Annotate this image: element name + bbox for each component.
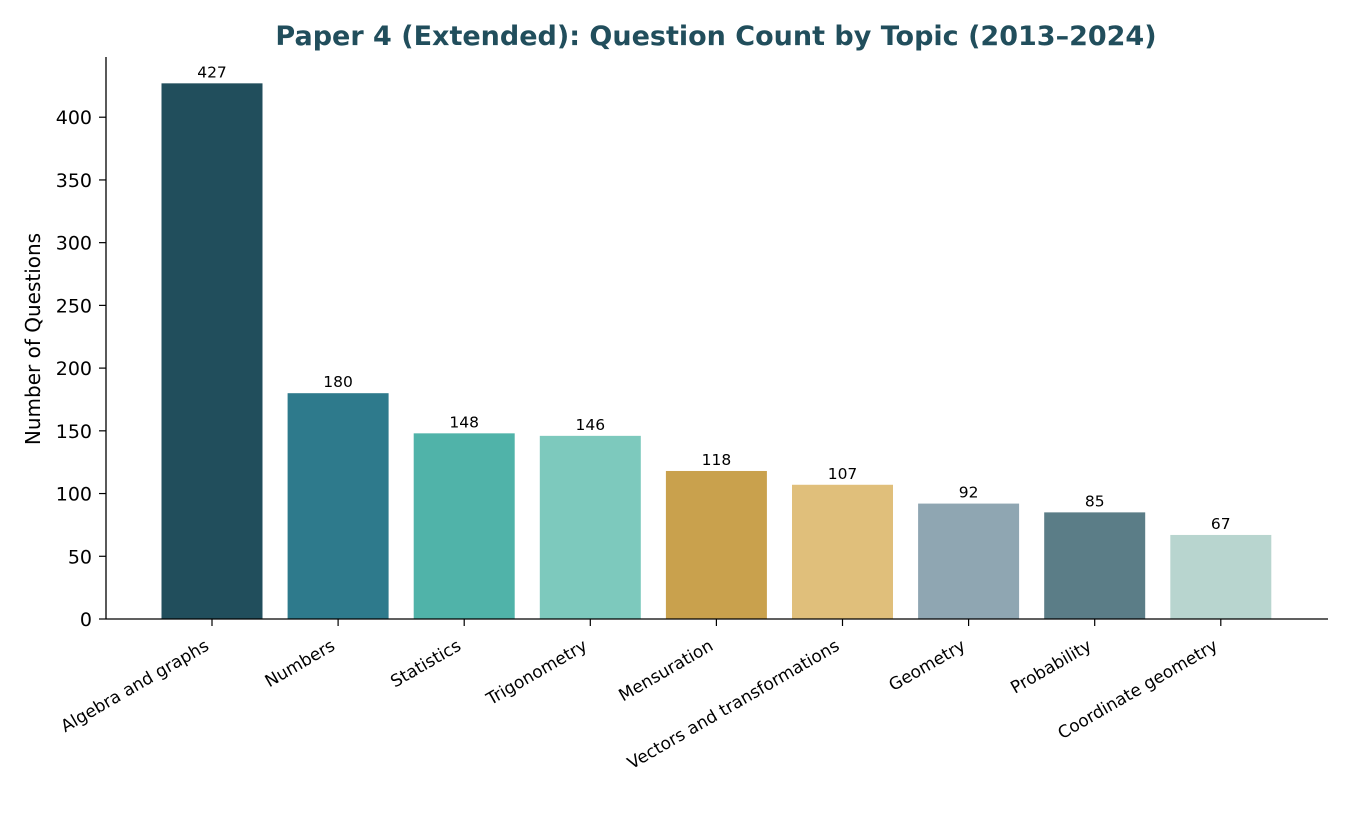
y-tick-label: 100 — [56, 484, 92, 506]
y-tick-label: 200 — [56, 358, 92, 380]
bar-value-label: 92 — [959, 484, 979, 502]
y-tick-label: 150 — [56, 421, 92, 443]
x-tick-label: Algebra and graphs — [58, 636, 213, 737]
x-axis: Algebra and graphs Numbers Statistics Trigo… — [58, 618, 1328, 774]
bar — [792, 484, 893, 619]
bar — [1044, 512, 1146, 619]
bar — [287, 393, 389, 619]
bar-value-label: 146 — [576, 416, 606, 434]
y-tick-label: 300 — [56, 233, 92, 255]
y-tick-label: 400 — [56, 107, 92, 129]
chart-title: Paper 4 (Extended): Question Count by To… — [275, 21, 1156, 52]
data-labels-layer: 427 180 148 146 118 107 92 85 67 — [197, 63, 1230, 533]
bar-value-label: 85 — [1085, 492, 1105, 510]
x-tick-label: Geometry — [886, 636, 969, 696]
x-tick-label: Vectors and transformations — [624, 636, 843, 774]
bar — [1170, 534, 1272, 619]
y-tick-label: 350 — [56, 170, 92, 192]
bar — [539, 435, 641, 619]
bar — [161, 83, 263, 620]
x-tick-label: Probability — [1007, 636, 1095, 698]
bar-value-label: 118 — [702, 451, 732, 469]
bar-value-label: 148 — [449, 413, 479, 431]
bar — [918, 503, 1020, 619]
bar-value-label: 67 — [1211, 515, 1231, 533]
y-tick-label: 0 — [80, 609, 92, 631]
x-tick-label: Statistics — [387, 636, 464, 692]
y-tick-label: 50 — [68, 546, 92, 568]
bar — [665, 470, 767, 619]
bar — [413, 433, 515, 619]
y-tick-label: 250 — [56, 295, 92, 317]
bar-value-label: 180 — [323, 373, 353, 391]
x-tick-label: Numbers — [262, 636, 339, 692]
y-axis-label: Number of Questions — [21, 233, 45, 445]
bar-value-label: 427 — [197, 63, 227, 81]
x-tick-label: Mensuration — [616, 636, 717, 706]
bar-value-label: 107 — [828, 465, 858, 483]
bars-layer — [161, 83, 1272, 620]
y-axis: 0 50 100 150 200 250 300 350 400 — [56, 57, 107, 631]
x-tick-label: Trigonometry — [482, 636, 590, 710]
